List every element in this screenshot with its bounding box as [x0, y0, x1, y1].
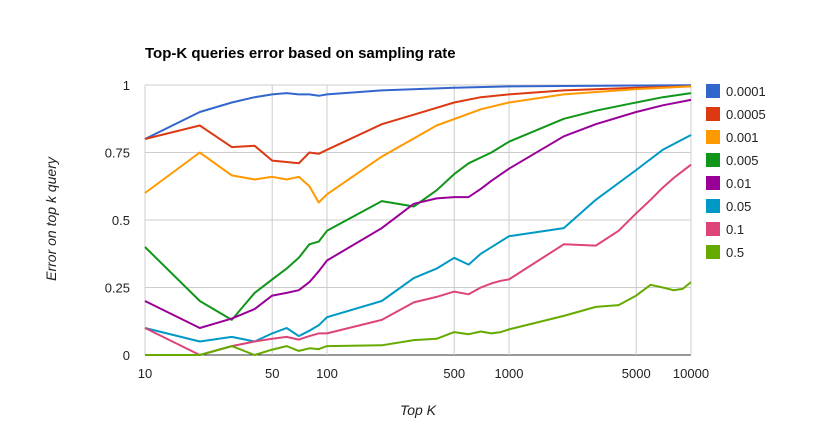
x-axis-label: Top K	[400, 402, 437, 418]
x-tick-label: 10	[138, 366, 152, 381]
legend-label: 0.5	[726, 245, 744, 260]
chart-title: Top-K queries error based on sampling ra…	[145, 45, 456, 62]
legend-label: 0.01	[726, 176, 751, 191]
legend: 0.0001 0.0005 0.001 0.005 0.01 0.05 0.1 0.5	[706, 84, 766, 260]
x-tick-label: 1000	[495, 366, 524, 381]
legend-label: 0.0005	[726, 107, 766, 122]
legend-swatch	[706, 222, 720, 236]
series-lines	[144, 84, 692, 356]
y-tick-label: 0	[123, 348, 130, 363]
legend-swatch	[706, 245, 720, 259]
legend-swatch	[706, 199, 720, 213]
series-line-0.5	[145, 281, 692, 356]
legend-swatch	[706, 153, 720, 167]
legend-label: 0.1	[726, 222, 744, 237]
legend-swatch	[706, 176, 720, 190]
legend-label: 0.005	[726, 153, 759, 168]
x-tick-label: 50	[265, 366, 279, 381]
series-line-0.0001	[144, 84, 692, 140]
series-line-0.005	[144, 92, 692, 321]
y-axis-label: Error on top k query	[43, 156, 59, 281]
y-tick-labels: 0 0.25 0.5 0.75 1	[105, 78, 130, 363]
x-tick-label: 5000	[622, 366, 651, 381]
legend-label: 0.05	[726, 199, 751, 214]
legend-label: 0.0001	[726, 84, 766, 99]
series-line-0.1	[144, 163, 692, 356]
y-tick-label: 0.5	[112, 213, 130, 228]
legend-swatch	[706, 107, 720, 121]
y-tick-label: 0.75	[105, 146, 130, 161]
series-line-0.01	[144, 98, 692, 329]
legend-swatch	[706, 84, 720, 98]
y-tick-label: 1	[123, 78, 130, 93]
series-line-0.001	[144, 85, 692, 204]
y-tick-label: 0.25	[105, 281, 130, 296]
series-line-0.0005	[144, 85, 692, 165]
grid	[144, 84, 692, 356]
legend-swatch	[706, 130, 720, 144]
x-tick-labels: 10 50 100 500 1000 5000 10000	[138, 366, 709, 381]
series-line-0.05	[144, 134, 692, 343]
x-tick-label: 100	[316, 366, 338, 381]
x-tick-label: 500	[443, 366, 465, 381]
legend-label: 0.001	[726, 130, 759, 145]
x-tick-label: 10000	[673, 366, 709, 381]
